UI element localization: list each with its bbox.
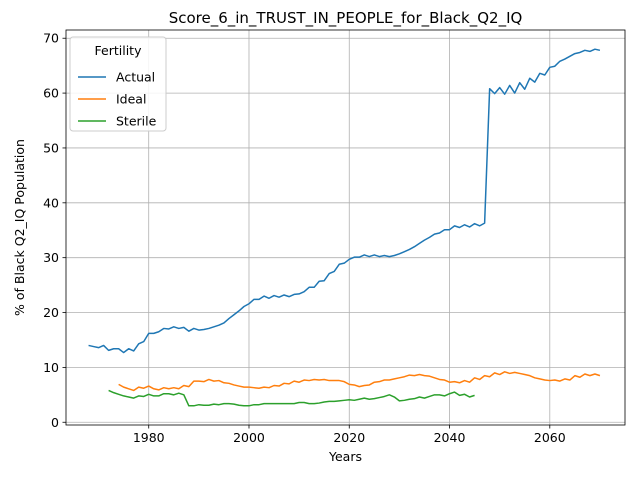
grid bbox=[66, 30, 625, 425]
y-tick-label: 50 bbox=[43, 140, 59, 155]
series-line-sterile bbox=[108, 389, 475, 407]
legend-entry-ideal: Ideal bbox=[116, 92, 146, 107]
series-line-ideal bbox=[118, 371, 601, 392]
legend-box bbox=[69, 36, 167, 132]
legend: Fertility Actual Ideal Sterile bbox=[69, 36, 167, 132]
plot-frame bbox=[65, 29, 626, 426]
x-tick-label: 2020 bbox=[333, 430, 365, 445]
x-tick-label: 2060 bbox=[534, 430, 566, 445]
plot-area bbox=[88, 48, 601, 407]
y-axis-label: % of Black Q2_IQ Population bbox=[12, 139, 27, 316]
x-axis-label: Years bbox=[328, 449, 362, 464]
x-tick-label: 2040 bbox=[434, 430, 466, 445]
legend-entry-actual: Actual bbox=[116, 70, 155, 85]
y-axis: 0 10 20 30 40 50 60 70 bbox=[43, 31, 66, 430]
y-tick-label: 20 bbox=[43, 305, 59, 320]
series-line-actual bbox=[88, 48, 601, 354]
y-tick-label: 0 bbox=[51, 415, 59, 430]
y-tick-label: 30 bbox=[43, 250, 59, 265]
y-tick-label: 60 bbox=[43, 86, 59, 101]
legend-entry-sterile: Sterile bbox=[116, 114, 157, 129]
y-tick-label: 10 bbox=[43, 360, 59, 375]
y-tick-label: 70 bbox=[43, 31, 59, 46]
x-tick-label: 1980 bbox=[133, 430, 165, 445]
x-tick-label: 2000 bbox=[233, 430, 265, 445]
chart-title: Score_6_in_TRUST_IN_PEOPLE_for_Black_Q2_… bbox=[169, 9, 523, 28]
x-axis: 1980 2000 2020 2040 2060 bbox=[133, 425, 566, 445]
y-tick-label: 40 bbox=[43, 195, 59, 210]
legend-title: Fertility bbox=[95, 43, 143, 58]
